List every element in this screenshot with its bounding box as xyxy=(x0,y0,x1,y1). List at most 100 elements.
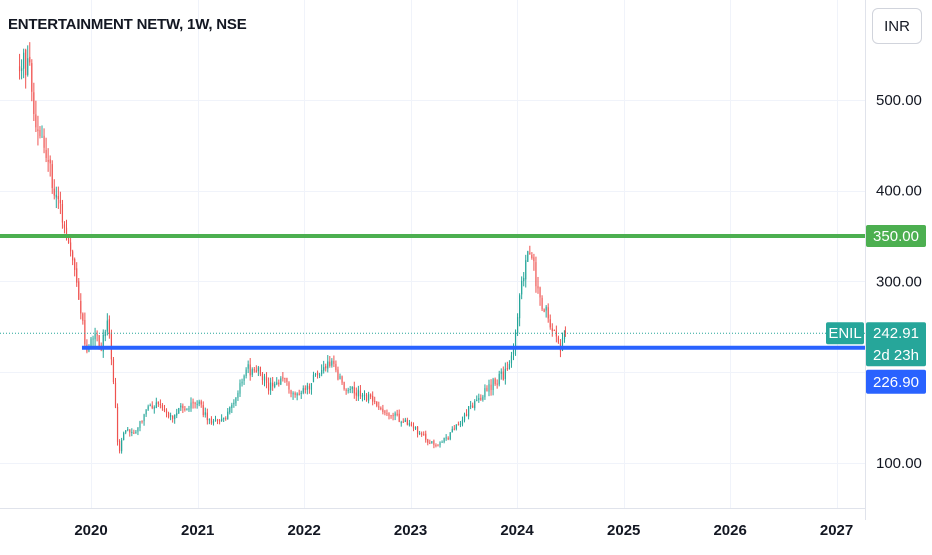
candle xyxy=(204,407,206,418)
candle xyxy=(327,355,329,373)
candle-body xyxy=(278,382,280,385)
price-axis-background[interactable] xyxy=(866,0,932,550)
candle-body xyxy=(121,439,123,452)
candle xyxy=(94,327,96,347)
candle xyxy=(294,391,296,398)
candle xyxy=(249,358,251,381)
candle-body xyxy=(345,389,347,391)
candle-body xyxy=(323,367,325,371)
candle xyxy=(127,427,129,432)
candle xyxy=(270,377,272,395)
candle xyxy=(57,186,59,209)
currency-button[interactable]: INR xyxy=(872,8,922,44)
candle xyxy=(284,377,286,383)
candle-body xyxy=(18,66,21,72)
candle-body xyxy=(406,419,408,425)
candle xyxy=(392,412,394,421)
candle-body xyxy=(178,408,180,414)
candle-body xyxy=(461,419,464,425)
candle xyxy=(216,418,219,425)
candle xyxy=(212,418,215,426)
candle-body xyxy=(447,437,449,440)
price-tick-label: 300.00 xyxy=(876,273,922,290)
candle xyxy=(196,400,198,409)
candle xyxy=(296,392,298,401)
time-tick-label: 2020 xyxy=(74,522,107,539)
candle xyxy=(49,155,51,177)
candle-body xyxy=(216,419,219,421)
candle-body xyxy=(553,329,555,331)
candle-body xyxy=(564,330,567,334)
candle xyxy=(302,385,304,395)
candle xyxy=(27,45,29,77)
candle xyxy=(167,411,170,419)
candle xyxy=(421,431,423,437)
candle xyxy=(398,409,400,423)
candle xyxy=(525,254,527,288)
candle-body xyxy=(386,413,388,415)
candle xyxy=(153,405,155,414)
candle-body xyxy=(237,392,239,398)
candle-body xyxy=(541,297,543,310)
candle xyxy=(419,430,421,436)
time-axis[interactable]: 2020 2021 2022 2023 2024 2025 2026 2027 xyxy=(74,522,853,539)
candle xyxy=(337,366,339,381)
candle xyxy=(145,409,147,417)
candle xyxy=(104,329,106,342)
candle xyxy=(314,372,317,377)
candle-body xyxy=(29,56,31,63)
candle xyxy=(504,362,506,385)
candle-body xyxy=(537,286,539,289)
candle xyxy=(123,431,125,441)
candle-body xyxy=(412,425,415,429)
candle xyxy=(78,278,80,300)
candle-body xyxy=(192,401,194,404)
time-tick-label: 2023 xyxy=(394,522,427,539)
candle-body xyxy=(200,401,202,405)
candle xyxy=(482,394,484,402)
candle-body xyxy=(486,387,488,392)
candle xyxy=(361,392,364,402)
candle-body xyxy=(43,135,45,148)
candle xyxy=(451,426,453,433)
candle xyxy=(159,399,161,409)
candle-body xyxy=(306,385,308,390)
candle xyxy=(310,383,313,395)
candle-body xyxy=(390,415,392,417)
candle xyxy=(221,414,223,422)
candle-body xyxy=(265,377,268,384)
candle-body xyxy=(335,363,337,371)
candle xyxy=(245,367,247,379)
candle-body xyxy=(161,405,164,409)
candle xyxy=(84,312,86,347)
candle xyxy=(514,329,517,356)
candle-body xyxy=(353,387,355,394)
price-axis[interactable]: 100.00 300.00 400.00 500.00 xyxy=(876,92,922,472)
candle xyxy=(480,394,482,401)
candle xyxy=(380,406,382,411)
candle xyxy=(163,404,166,413)
candle-body xyxy=(267,382,270,391)
candle-body xyxy=(539,287,541,298)
candle xyxy=(157,401,159,407)
candle-body xyxy=(35,114,37,128)
candle xyxy=(143,413,145,426)
candle-body xyxy=(139,421,141,428)
candle-body xyxy=(261,373,264,381)
candle xyxy=(139,420,141,432)
candle-body xyxy=(245,369,247,377)
candle xyxy=(243,374,245,385)
grid-layer xyxy=(0,0,866,508)
candle-body xyxy=(533,257,535,262)
last-price-badge: 242.91 2d 23h xyxy=(866,322,926,367)
candle xyxy=(165,408,168,418)
candle-body xyxy=(545,306,547,311)
candle xyxy=(286,377,288,386)
candle xyxy=(374,396,376,405)
candle-body xyxy=(359,390,362,397)
candle-body xyxy=(145,410,147,415)
candle-body xyxy=(519,295,521,319)
candle-body xyxy=(208,419,210,421)
candle-body xyxy=(467,406,470,417)
